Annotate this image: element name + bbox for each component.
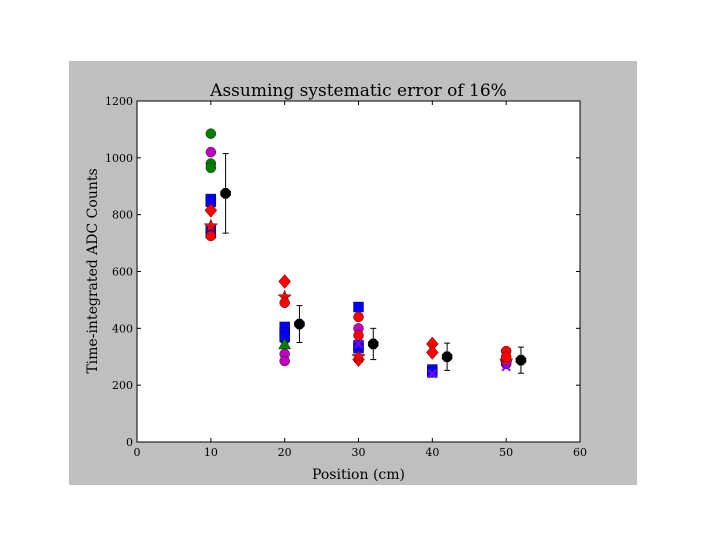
- data-point-circle: [279, 297, 290, 308]
- data-point-x: [353, 339, 364, 349]
- x-tick-label: 10: [204, 446, 218, 459]
- data-points: [203, 128, 527, 379]
- data-point-circle: [353, 311, 364, 323]
- plot-area: [136, 100, 581, 443]
- x-tick-label: 60: [573, 446, 587, 459]
- y-tick-label: 800: [112, 209, 133, 222]
- data-point-x: [427, 369, 438, 379]
- data-point-diamond: [278, 274, 291, 289]
- x-tick-label: 30: [352, 446, 366, 459]
- data-point-star: [351, 349, 366, 363]
- data-point-circle: [205, 128, 217, 139]
- y-tick-label: 200: [112, 379, 133, 392]
- data-point-average: [220, 188, 231, 199]
- data-point-circle: [205, 230, 217, 242]
- scatter-chart: Assuming systematic error of 16% Positio…: [85, 81, 587, 483]
- data-point-circle: [500, 351, 512, 362]
- x-axis-label: Position (cm): [312, 467, 405, 483]
- data-point-triangle: [278, 337, 292, 350]
- data-point-star: [203, 218, 219, 233]
- data-point-square: [353, 301, 364, 313]
- data-point-circle: [279, 355, 290, 367]
- y-tick-label: 1000: [105, 152, 133, 165]
- data-point-x: [501, 361, 511, 372]
- x-tick-label: 20: [278, 446, 292, 459]
- x-tick-label: 50: [499, 446, 513, 459]
- data-point-diamond: [204, 203, 218, 218]
- data-point-average: [294, 318, 305, 330]
- y-tick-label: 400: [112, 322, 133, 335]
- x-tick-label: 40: [425, 446, 439, 459]
- y-axis-label: Time-integrated ADC Counts: [85, 168, 101, 373]
- y-tick-label: 0: [126, 436, 133, 449]
- figure-background: Assuming systematic error of 16% Positio…: [69, 61, 637, 485]
- data-point-diamond: [426, 345, 439, 360]
- data-point-average: [441, 351, 453, 363]
- data-point-circle: [205, 162, 217, 173]
- chart-title: Assuming systematic error of 16%: [209, 81, 507, 101]
- y-tick-label: 600: [112, 266, 133, 279]
- data-point-average: [367, 338, 379, 350]
- data-point-average: [515, 354, 527, 366]
- y-tick-label: 1200: [105, 95, 133, 108]
- data-point-circle: [205, 146, 217, 158]
- data-point-square: [427, 367, 438, 378]
- data-point-circle: [353, 330, 364, 341]
- x-tick-label: 0: [134, 446, 141, 459]
